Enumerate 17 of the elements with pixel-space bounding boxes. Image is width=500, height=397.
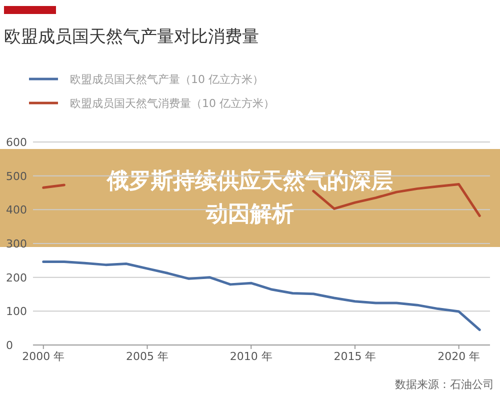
x-tick-label: 2020 年 xyxy=(438,350,480,363)
y-tick-label: 400 xyxy=(6,204,27,217)
legend-label: 欧盟成员国天然气消费量（10 亿立方米） xyxy=(70,97,274,110)
y-tick-label: 300 xyxy=(6,238,27,250)
y-tick-label: 0 xyxy=(6,339,13,352)
line-series xyxy=(42,260,481,332)
y-tick-label: 100 xyxy=(6,305,27,318)
y-tick-label: 600 xyxy=(6,136,27,149)
y-tick-label: 500 xyxy=(6,170,27,183)
chart-title: 欧盟成员国天然气产量对比消费量 xyxy=(4,27,259,47)
x-tick-label: 2015 年 xyxy=(334,350,376,363)
x-tick-label: 2010 年 xyxy=(230,350,272,363)
y-tick-label: 200 xyxy=(6,271,27,284)
x-tick-label: 2000 年 xyxy=(22,350,65,363)
x-tick-label: 2005 年 xyxy=(126,350,168,363)
source-note: 数据来源：石油公司 xyxy=(395,378,494,391)
legend-label: 欧盟成员国天然气产量（10 亿立方米） xyxy=(70,73,264,86)
